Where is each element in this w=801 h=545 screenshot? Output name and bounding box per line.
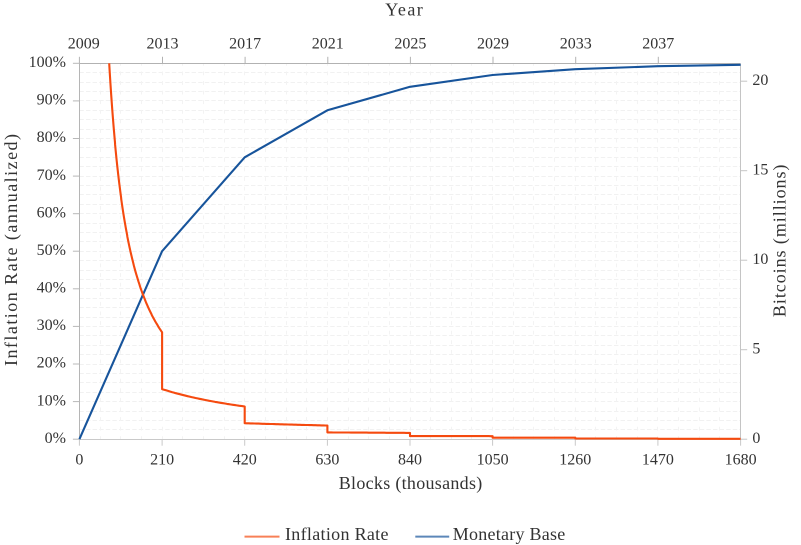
svg-text:Inflation Rate (annualized): Inflation Rate (annualized) — [1, 134, 22, 366]
svg-text:1050: 1050 — [477, 452, 509, 469]
svg-text:2025: 2025 — [394, 36, 426, 53]
svg-text:0: 0 — [75, 452, 83, 469]
svg-text:10: 10 — [752, 251, 768, 268]
svg-text:20%: 20% — [37, 355, 66, 372]
svg-text:50%: 50% — [37, 242, 66, 259]
svg-text:2017: 2017 — [229, 36, 261, 53]
svg-text:840: 840 — [398, 452, 422, 469]
svg-text:70%: 70% — [37, 167, 66, 184]
svg-text:40%: 40% — [37, 280, 66, 297]
svg-text:100%: 100% — [29, 54, 66, 71]
svg-text:Monetary Base: Monetary Base — [453, 524, 566, 544]
svg-text:2021: 2021 — [312, 36, 344, 53]
svg-text:1680: 1680 — [725, 452, 757, 469]
svg-text:2033: 2033 — [560, 36, 592, 53]
svg-text:2029: 2029 — [477, 36, 509, 53]
svg-text:2009: 2009 — [68, 36, 100, 53]
svg-text:1470: 1470 — [642, 452, 674, 469]
svg-text:0%: 0% — [45, 430, 66, 447]
svg-text:15: 15 — [752, 161, 768, 178]
svg-text:Inflation Rate: Inflation Rate — [285, 524, 389, 544]
svg-text:1260: 1260 — [559, 452, 591, 469]
svg-text:420: 420 — [233, 452, 257, 469]
svg-text:60%: 60% — [37, 204, 66, 221]
svg-text:Bitcoins (millions): Bitcoins (millions) — [770, 165, 791, 317]
svg-text:2013: 2013 — [147, 36, 179, 53]
svg-text:210: 210 — [150, 452, 174, 469]
svg-text:10%: 10% — [37, 392, 66, 409]
svg-text:90%: 90% — [37, 92, 66, 109]
svg-text:2037: 2037 — [642, 36, 674, 53]
svg-text:5: 5 — [752, 340, 760, 357]
svg-text:630: 630 — [315, 452, 339, 469]
svg-text:80%: 80% — [37, 129, 66, 146]
svg-text:20: 20 — [752, 72, 768, 89]
svg-text:Year: Year — [385, 0, 423, 20]
svg-text:Blocks (thousands): Blocks (thousands) — [339, 473, 483, 494]
svg-text:30%: 30% — [37, 317, 66, 334]
svg-text:0: 0 — [752, 430, 760, 447]
